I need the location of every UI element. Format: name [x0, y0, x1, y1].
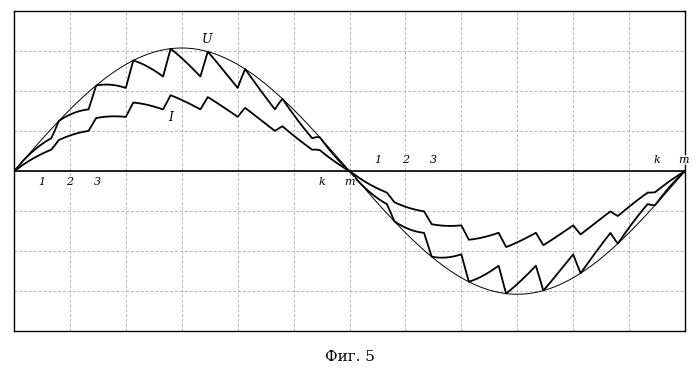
Text: U: U	[202, 32, 212, 46]
Text: I: I	[168, 111, 173, 124]
Text: 3: 3	[430, 155, 437, 165]
Text: k: k	[654, 155, 661, 165]
Text: m: m	[344, 177, 355, 187]
Text: 2: 2	[402, 155, 409, 165]
Text: 1: 1	[374, 155, 381, 165]
Text: Фиг. 5: Фиг. 5	[324, 350, 375, 364]
Text: 3: 3	[94, 177, 101, 187]
Text: k: k	[318, 177, 325, 187]
Text: m: m	[679, 155, 689, 165]
Text: 1: 1	[38, 177, 45, 187]
Text: 2: 2	[66, 177, 73, 187]
